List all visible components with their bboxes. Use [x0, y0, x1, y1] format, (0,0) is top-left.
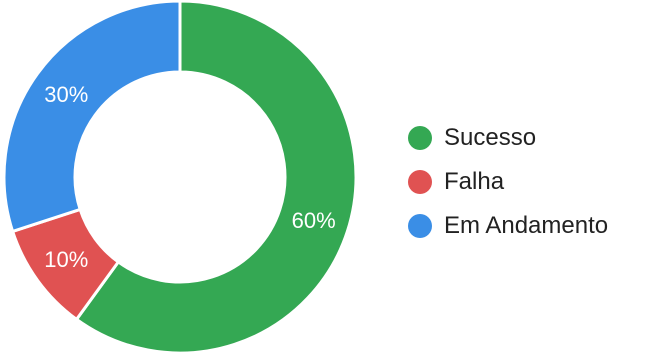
legend-label-sucesso: Sucesso [444, 124, 537, 151]
donut-chart: 60% 10% 30% [2, 0, 358, 354]
legend-swatch-sucesso [408, 126, 432, 150]
legend-swatch-em-andamento [408, 214, 432, 238]
slice-label-sucesso: 60% [292, 208, 336, 233]
legend-item-sucesso: Sucesso [408, 116, 608, 160]
slice-label-falha: 10% [44, 247, 88, 272]
legend-swatch-falha [408, 170, 432, 194]
legend-label-falha: Falha [444, 168, 505, 195]
legend-item-falha: Falha [408, 160, 608, 204]
legend: Sucesso Falha Em Andamento [408, 116, 608, 248]
donut-slice-labels: 60% 10% 30% [44, 82, 335, 272]
donut-slices [2, 0, 358, 354]
legend-item-em-andamento: Em Andamento [408, 204, 608, 248]
slice-sucesso [74, 0, 358, 354]
slice-label-em-andamento: 30% [44, 82, 88, 107]
legend-label-em-andamento: Em Andamento [444, 212, 609, 239]
slice-em-andamento [2, 0, 182, 234]
